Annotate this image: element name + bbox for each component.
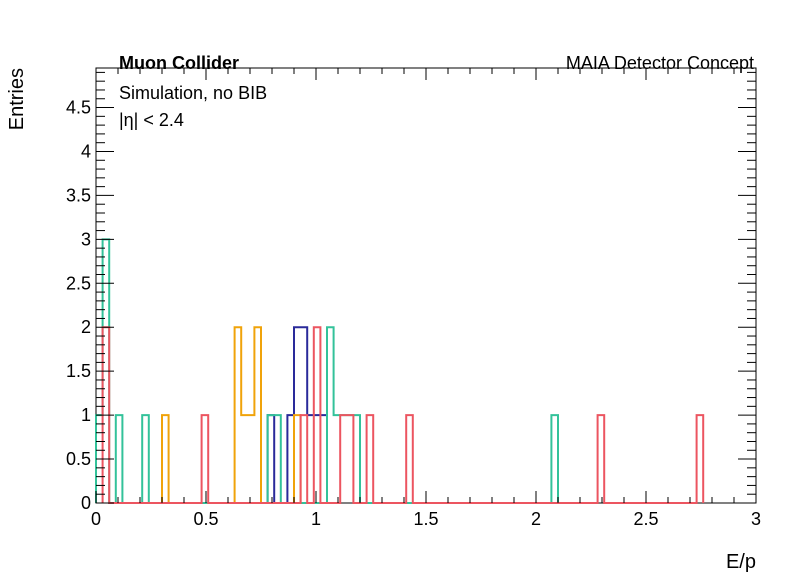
histogram-series-4 <box>101 326 705 504</box>
y-axis-title: Entries <box>6 68 28 130</box>
series-layer <box>95 238 705 504</box>
histogram-series-2 <box>161 326 302 504</box>
y-tick-label: 0.5 <box>66 449 91 469</box>
x-tick-label: 0.5 <box>193 509 218 529</box>
plot-frame-rect <box>95 67 757 504</box>
plot-frame <box>95 67 757 504</box>
y-tick-label: 4 <box>81 141 91 161</box>
y-tick-label: 3 <box>81 229 91 249</box>
simulation-label: Simulation, no BIB <box>119 83 267 103</box>
y-tick-label: 2 <box>81 317 91 337</box>
y-tick-label: 2.5 <box>66 273 91 293</box>
y-tick-label: 1.5 <box>66 361 91 381</box>
axis-ticks: 0 0.5 1 1.5 2 2.5 3 0 0.5 1 1.5 2 2.5 3 3.5 4 4.5 <box>66 68 761 529</box>
y-tick-label: 4.5 <box>66 98 91 118</box>
x-tick-label: 1 <box>311 509 321 529</box>
x-tick-label: 2.5 <box>633 509 658 529</box>
y-tick-label: 1 <box>81 405 91 425</box>
x-axis-title: E/p <box>726 551 756 572</box>
histogram-series-3 <box>95 238 559 504</box>
histogram-series-1 <box>266 326 328 504</box>
x-tick-label: 1.5 <box>413 509 438 529</box>
concept-label: MAIA Detector Concept <box>566 53 754 73</box>
y-tick-label: 0 <box>81 493 91 513</box>
eta-cut-label: |η| < 2.4 <box>119 110 184 130</box>
x-tick-label: 3 <box>751 509 761 529</box>
x-tick-label: 0 <box>91 509 101 529</box>
y-tick-label: 3.5 <box>66 185 91 205</box>
experiment-label: Muon Collider <box>119 53 239 73</box>
x-tick-label: 2 <box>531 509 541 529</box>
